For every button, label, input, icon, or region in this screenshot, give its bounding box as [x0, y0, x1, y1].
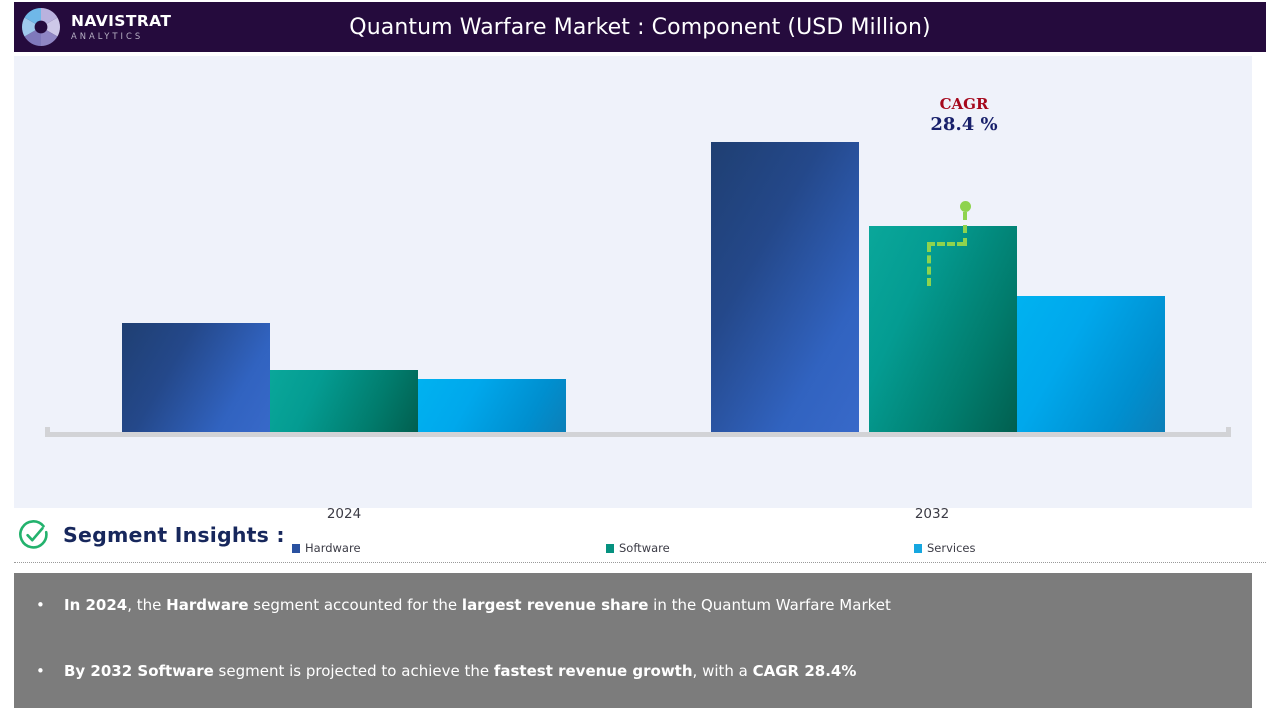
bar-2032-hardware[interactable]: [711, 142, 859, 432]
bar-2032-software[interactable]: [869, 226, 1017, 432]
bar-2024-services[interactable]: [418, 379, 566, 432]
brand-logo[interactable]: NAVISTRAT ANALYTICS: [20, 6, 171, 48]
chart-panel: CAGR 28.4 % 2024 2032 Hardware Software: [14, 56, 1252, 555]
insight-text-2: By 2032 Software segment is projected to…: [64, 662, 857, 680]
list-item: • In 2024, the Hardware segment accounte…: [36, 596, 1236, 614]
cagr-connector-segment-horizontal: [927, 242, 965, 246]
page-title: Quantum Warfare Market : Component (USD …: [349, 14, 931, 40]
legend-item-software[interactable]: Software: [606, 541, 670, 555]
bullet-marker-icon: •: [36, 596, 45, 614]
cagr-connector-dot-icon: [960, 201, 971, 212]
brand-subtitle: ANALYTICS: [71, 31, 144, 42]
check-circle-icon: [18, 519, 50, 551]
segment-insights-header: Segment Insights :: [18, 519, 285, 551]
segment-insights-title: Segment Insights :: [63, 523, 285, 547]
legend-label-services: Services: [927, 541, 976, 555]
cagr-value: 28.4 %: [930, 114, 998, 136]
bullet-marker-icon: •: [36, 662, 45, 680]
cagr-callout: CAGR 28.4 %: [894, 96, 1034, 135]
x-axis-line: [45, 432, 1231, 437]
bar-chart-plot: CAGR 28.4 % 2024 2032 Hardware Software: [14, 56, 1252, 555]
insight-text-1: In 2024, the Hardware segment accounted …: [64, 596, 891, 614]
header-bar: Quantum Warfare Market : Component (USD …: [14, 2, 1266, 52]
legend-item-hardware[interactable]: Hardware: [292, 541, 361, 555]
pie-chart-logo-icon: [20, 6, 62, 48]
chart-legend: Hardware Software Services: [14, 541, 1252, 557]
legend-label-software: Software: [619, 541, 670, 555]
x-axis-label-2032: 2032: [914, 506, 950, 522]
legend-swatch-services-icon: [914, 543, 922, 553]
legend-label-hardware: Hardware: [305, 541, 361, 555]
cagr-connector-segment-upper: [963, 212, 967, 246]
cagr-label: CAGR: [939, 95, 989, 113]
brand-text: NAVISTRAT ANALYTICS: [71, 11, 172, 42]
brand-name: NAVISTRAT: [71, 11, 172, 30]
list-item: • By 2032 Software segment is projected …: [36, 662, 1236, 680]
insights-panel: • In 2024, the Hardware segment accounte…: [14, 573, 1252, 708]
bar-2024-hardware[interactable]: [122, 323, 270, 432]
legend-swatch-hardware-icon: [292, 543, 300, 553]
cagr-connector-segment-lower: [927, 244, 931, 286]
bar-2032-services[interactable]: [1017, 296, 1165, 432]
legend-item-services[interactable]: Services: [914, 541, 976, 555]
x-axis-left-tick: [45, 427, 50, 437]
legend-swatch-software-icon: [606, 543, 614, 553]
insights-divider: [14, 562, 1266, 563]
bar-2024-software[interactable]: [270, 370, 418, 432]
x-axis-label-2024: 2024: [326, 506, 362, 522]
x-axis-right-tick: [1226, 427, 1231, 437]
